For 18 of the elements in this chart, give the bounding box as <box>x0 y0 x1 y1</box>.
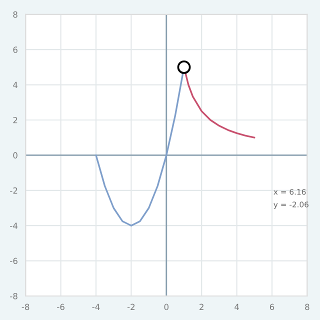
y-tick-label: -6 <box>10 258 18 264</box>
x-tick-label: 8 <box>305 304 310 310</box>
y-tick-label: 0 <box>13 152 18 158</box>
x-tick-label: 4 <box>234 304 239 310</box>
x-tick-label: -2 <box>127 304 135 310</box>
y-tick-label: 4 <box>13 82 18 88</box>
x-tick-label: -4 <box>92 304 100 310</box>
x-tick-label: 2 <box>200 304 204 310</box>
x-tick-label: 0 <box>164 304 168 310</box>
y-tick-label: 6 <box>13 46 18 53</box>
y-tick-label: -4 <box>10 222 18 229</box>
x-tick-label: -6 <box>57 304 64 310</box>
y-tick-label: -8 <box>10 292 18 300</box>
y-tick-label: 8 <box>13 11 18 18</box>
x-tick-label: -8 <box>22 304 30 310</box>
y-tick-label: -2 <box>10 187 18 194</box>
x-tick-label: 6 <box>270 304 274 310</box>
y-tick-label: 2 <box>13 116 18 124</box>
